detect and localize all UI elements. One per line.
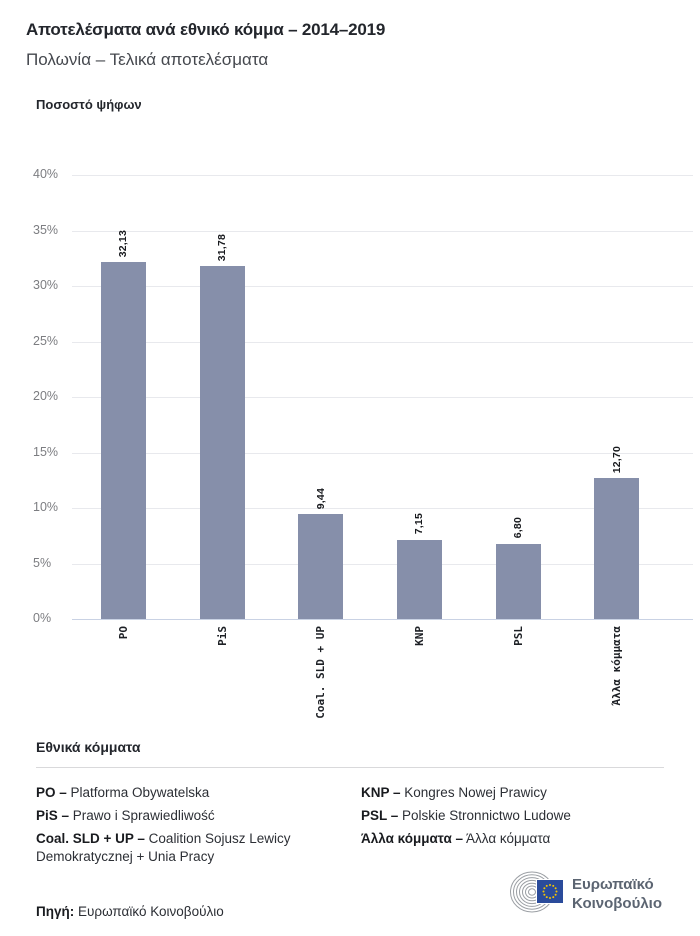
plot-area: 32,13 31,78 9,44 7,15 6,80 12,70 xyxy=(72,175,693,620)
bar-value-label: 31,78 xyxy=(216,233,228,262)
bar-Άλλα κόμματα[interactable] xyxy=(594,478,640,619)
legend-entry: KNP – Kongres Nowej Prawicy xyxy=(361,784,661,802)
y-tick-label: 35% xyxy=(33,223,59,237)
legend-entry: PSL – Polskie Stronnictwo Ludowe xyxy=(361,807,661,825)
bar-value-label: 9,44 xyxy=(314,487,327,510)
bar-slot: 7,15 xyxy=(370,175,469,619)
gridline xyxy=(72,508,693,509)
bar-KNP[interactable] xyxy=(396,539,442,619)
ep-logo-line1: Ευρωπαϊκό xyxy=(571,876,654,893)
x-label-slot: Άλλα κόμματα xyxy=(567,626,666,718)
y-tick-label: 5% xyxy=(33,556,52,570)
legend-entry-label: Άλλα κόμματα xyxy=(463,831,551,846)
legend-entry-key: Άλλα κόμματα – xyxy=(361,831,464,846)
gridline xyxy=(72,286,693,287)
legend-column-left: PO – Platforma Obywatelska PiS – Prawo i … xyxy=(36,784,344,871)
bar-slot: 31,78 xyxy=(173,175,272,619)
legend-entry-label: Coalition Sojusz Lewicy Demokratycznej +… xyxy=(36,831,291,864)
gridline xyxy=(72,231,693,232)
legend-heading: Εθνικά κόμματα xyxy=(36,739,141,755)
legend-entry-key: PO – xyxy=(36,785,67,800)
bar-value-label: 7,15 xyxy=(413,513,426,535)
source-label: Πηγή: xyxy=(36,904,75,919)
bar-Coal. SLD + UP[interactable] xyxy=(298,514,344,619)
x-axis-label: PiS xyxy=(215,626,229,646)
gridline xyxy=(72,342,693,343)
legend-entry-label: Platforma Obywatelska xyxy=(66,785,210,800)
eu-flag-icon xyxy=(535,878,564,904)
ep-hemicycle-icon xyxy=(509,869,564,920)
x-axis-labels: PO PiS Coal. SLD + UP KNP PSL Άλλα κόμματα xyxy=(74,626,666,719)
legend-entry-key: KNP – xyxy=(361,785,401,800)
legend-entry-label: Prawo i Sprawiedliwość xyxy=(69,808,215,823)
x-label-slot: Coal. SLD + UP xyxy=(271,626,370,719)
bar-PO[interactable] xyxy=(100,262,146,619)
legend-divider xyxy=(36,767,664,768)
y-tick-label: 30% xyxy=(33,278,59,292)
european-parliament-logo[interactable]: Ευρωπαϊκό Κοινοβούλιο xyxy=(509,869,662,920)
legend-column-right: KNP – Kongres Nowej Prawicy PSL – Polskie… xyxy=(361,784,661,853)
y-tick-label: 25% xyxy=(33,334,59,348)
source-note: Πηγή: Ευρωπαϊκό Κοινοβούλιο xyxy=(36,904,224,919)
legend-entry-key: PSL – xyxy=(361,808,399,823)
bar-slot: 32,13 xyxy=(74,175,173,619)
legend-entry-key: PiS – xyxy=(36,808,70,823)
legend-entry-key: Coal. SLD + UP – xyxy=(36,831,145,846)
x-label-slot: KNP xyxy=(370,626,469,718)
gridline xyxy=(72,175,693,176)
bar-slot: 12,70 xyxy=(567,175,666,619)
gridline xyxy=(72,564,693,565)
legend-entry: Άλλα κόμματα – Άλλα κόμματα xyxy=(361,830,661,848)
legend-entry: PO – Platforma Obywatelska xyxy=(36,784,344,802)
bar-slot: 6,80 xyxy=(469,175,568,619)
x-label-slot: PiS xyxy=(173,626,272,718)
page-subtitle: Πολωνία – Τελικά αποτελέσματα xyxy=(26,50,269,69)
x-label-slot: PO xyxy=(74,626,173,718)
bar-PiS[interactable] xyxy=(199,266,245,619)
x-label-slot: PSL xyxy=(469,626,568,718)
x-axis-label: PSL xyxy=(511,626,525,646)
x-axis-label: KNP xyxy=(412,626,426,646)
y-tick-label: 10% xyxy=(33,500,59,514)
ep-logo-line2: Κοινοβούλιο xyxy=(571,895,662,912)
x-axis-label: Coal. SLD + UP xyxy=(314,626,328,719)
y-tick-label: 40% xyxy=(33,167,59,181)
bar-slot: 9,44 xyxy=(271,175,370,619)
x-axis-line xyxy=(72,619,693,620)
y-tick-label: 20% xyxy=(33,389,59,403)
bar-value-label: 12,70 xyxy=(610,445,623,473)
y-tick-label: 0% xyxy=(33,611,52,625)
x-axis-label: Άλλα κόμματα xyxy=(610,626,624,706)
bar-value-label: 6,80 xyxy=(512,517,525,539)
legend-entry: Coal. SLD + UP – Coalition Sojusz Lewicy… xyxy=(36,830,344,866)
y-axis-ticks: 40% 35% 30% 25% 20% 15% 10% 5% 0% xyxy=(33,167,73,625)
ep-logo-text: Ευρωπαϊκό Κοινοβούλιο xyxy=(572,875,662,913)
source-value: Ευρωπαϊκό Κοινοβούλιο xyxy=(78,904,224,919)
bar-PSL[interactable] xyxy=(495,543,541,619)
bar-value-label: 32,13 xyxy=(117,230,130,258)
chart-axis-title: Ποσοστό ψήφων xyxy=(36,97,142,112)
page-title: Αποτελέσματα ανά εθνικό κόμμα – 2014–201… xyxy=(26,20,386,39)
y-tick-label: 15% xyxy=(33,445,59,459)
gridline xyxy=(72,453,693,454)
x-axis-label: PO xyxy=(116,626,130,640)
legend-entry: PiS – Prawo i Sprawiedliwość xyxy=(36,807,344,825)
legend-entry-label: Polskie Stronnictwo Ludowe xyxy=(398,808,571,823)
bars-container: 32,13 31,78 9,44 7,15 6,80 12,70 xyxy=(74,175,666,619)
gridline xyxy=(72,397,693,398)
legend-entry-label: Kongres Nowej Prawicy xyxy=(400,785,547,800)
